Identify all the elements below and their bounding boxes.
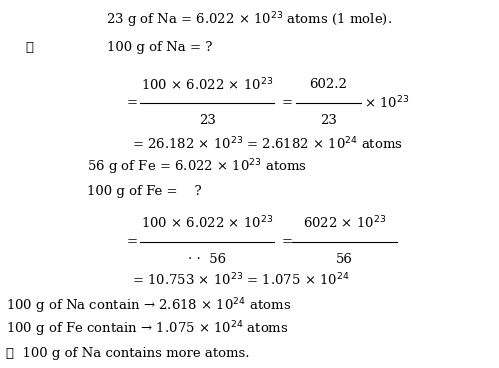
Text: 23: 23	[199, 114, 216, 127]
Text: 56 g of Fe = 6.022 × 10$^{23}$ atoms: 56 g of Fe = 6.022 × 10$^{23}$ atoms	[87, 158, 307, 177]
Text: 100 g of Na = ?: 100 g of Na = ?	[107, 41, 213, 54]
Text: ∴: ∴	[25, 41, 33, 54]
Text: 56: 56	[336, 253, 353, 266]
Text: · ·  56: · · 56	[188, 253, 226, 266]
Text: ∴  100 g of Na contains more atoms.: ∴ 100 g of Na contains more atoms.	[6, 347, 250, 360]
Text: × 10$^{23}$: × 10$^{23}$	[364, 95, 410, 112]
Text: = 26.182 × 10$^{23}$ = 2.6182 × 10$^{24}$ atoms: = 26.182 × 10$^{23}$ = 2.6182 × 10$^{24}…	[132, 135, 403, 152]
Text: 100 g of Na contain → 2.618 × 10$^{24}$ atoms: 100 g of Na contain → 2.618 × 10$^{24}$ …	[6, 296, 291, 316]
Text: 23 g of Na = 6.022 × 10$^{23}$ atoms (1 mole).: 23 g of Na = 6.022 × 10$^{23}$ atoms (1 …	[106, 10, 393, 30]
Text: 100 g of Fe =    ?: 100 g of Fe = ?	[87, 185, 202, 198]
Text: 100 × 6.022 × 10$^{23}$: 100 × 6.022 × 10$^{23}$	[141, 76, 273, 93]
Text: 6022 × 10$^{23}$: 6022 × 10$^{23}$	[303, 215, 386, 232]
Text: 100 g of Fe contain → 1.075 × 10$^{24}$ atoms: 100 g of Fe contain → 1.075 × 10$^{24}$ …	[6, 319, 288, 339]
Text: =: =	[127, 96, 138, 110]
Text: = 10.753 × 10$^{23}$ = 1.075 × 10$^{24}$: = 10.753 × 10$^{23}$ = 1.075 × 10$^{24}$	[132, 272, 350, 289]
Text: =: =	[281, 235, 292, 248]
Text: 100 × 6.022 × 10$^{23}$: 100 × 6.022 × 10$^{23}$	[141, 215, 273, 232]
Text: =: =	[127, 235, 138, 248]
Text: =: =	[281, 96, 292, 110]
Text: 602.2: 602.2	[309, 78, 347, 91]
Text: 23: 23	[320, 114, 337, 127]
